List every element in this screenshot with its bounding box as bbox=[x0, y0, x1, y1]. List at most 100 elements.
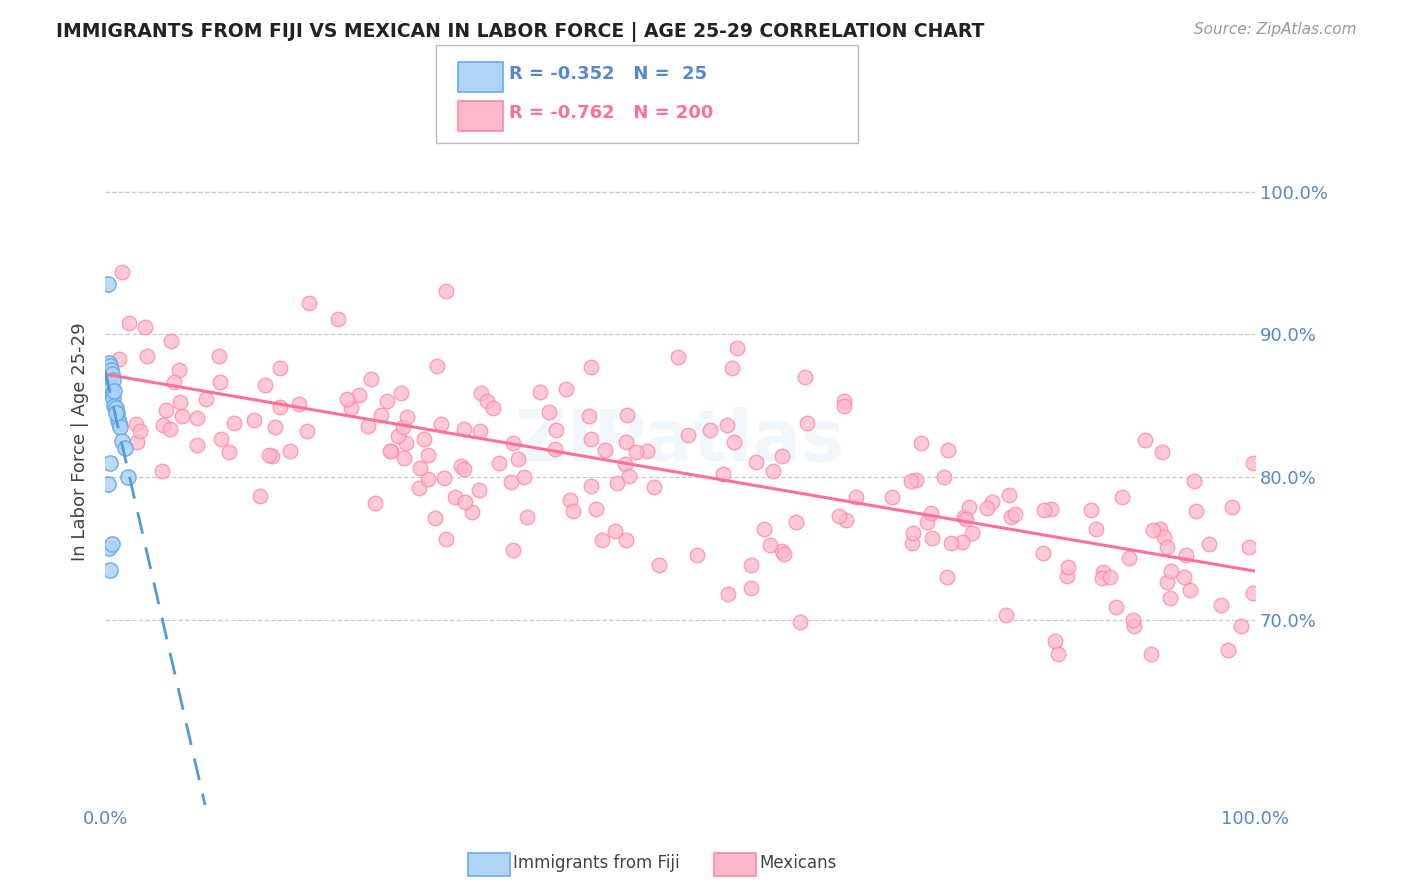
Point bbox=[1218, 643, 1240, 657]
Point bbox=[170, 409, 193, 423]
Point bbox=[1241, 586, 1264, 600]
Point bbox=[1149, 522, 1171, 536]
Point bbox=[1046, 647, 1069, 661]
Point bbox=[723, 435, 745, 450]
Point bbox=[430, 417, 453, 432]
Point bbox=[976, 500, 998, 515]
Point bbox=[269, 361, 291, 376]
Point bbox=[699, 423, 721, 437]
Point bbox=[537, 405, 560, 419]
Point bbox=[378, 444, 401, 458]
Point bbox=[554, 382, 576, 396]
Point bbox=[194, 392, 217, 406]
Point bbox=[418, 472, 440, 486]
Point bbox=[108, 352, 131, 367]
Point bbox=[297, 424, 319, 438]
Point bbox=[264, 420, 287, 434]
Point bbox=[1237, 540, 1260, 554]
Point bbox=[666, 350, 689, 364]
Point bbox=[125, 417, 148, 431]
Point bbox=[377, 394, 399, 409]
Point bbox=[167, 363, 190, 377]
Point bbox=[243, 413, 266, 427]
Point bbox=[901, 525, 924, 540]
Text: R = -0.762   N = 200: R = -0.762 N = 200 bbox=[509, 104, 713, 122]
Point bbox=[960, 526, 983, 541]
Point bbox=[103, 399, 125, 413]
Point bbox=[796, 416, 818, 430]
Point bbox=[1178, 582, 1201, 597]
Point bbox=[744, 454, 766, 468]
Point bbox=[770, 449, 793, 463]
Point bbox=[711, 467, 734, 482]
Point bbox=[501, 475, 523, 489]
Point bbox=[941, 536, 963, 550]
Point bbox=[1174, 548, 1197, 562]
Point bbox=[396, 409, 419, 424]
Point bbox=[1160, 564, 1182, 578]
Point bbox=[1080, 503, 1102, 517]
Point bbox=[752, 523, 775, 537]
Point bbox=[614, 533, 637, 547]
Point bbox=[111, 265, 134, 279]
Point bbox=[955, 512, 977, 526]
Point bbox=[1105, 599, 1128, 614]
Point bbox=[360, 372, 382, 386]
Point bbox=[152, 418, 174, 433]
Point bbox=[560, 493, 582, 508]
Point bbox=[502, 435, 524, 450]
Point bbox=[389, 385, 412, 400]
Point bbox=[1230, 618, 1253, 632]
Point bbox=[581, 479, 603, 493]
Point bbox=[470, 385, 492, 400]
Point bbox=[224, 416, 246, 430]
Point bbox=[1043, 634, 1066, 648]
Point bbox=[104, 401, 127, 416]
Point bbox=[1091, 566, 1114, 580]
Point bbox=[579, 360, 602, 375]
Point bbox=[461, 505, 484, 519]
Point bbox=[617, 469, 640, 483]
Point bbox=[1185, 504, 1208, 518]
Point bbox=[1122, 619, 1144, 633]
Point bbox=[1173, 569, 1195, 583]
Point bbox=[155, 402, 177, 417]
Y-axis label: In Labor Force | Age 25-29: In Labor Force | Age 25-29 bbox=[72, 322, 89, 560]
Point bbox=[97, 370, 120, 384]
Point bbox=[208, 349, 231, 363]
Point bbox=[980, 495, 1002, 509]
Point bbox=[257, 448, 280, 462]
Point bbox=[905, 473, 928, 487]
Point bbox=[135, 349, 157, 363]
Point bbox=[412, 432, 434, 446]
Point bbox=[1153, 530, 1175, 544]
Point bbox=[614, 457, 637, 471]
Point bbox=[380, 444, 402, 458]
Point bbox=[453, 422, 475, 436]
Point bbox=[900, 474, 922, 488]
Point bbox=[579, 432, 602, 446]
Point bbox=[1133, 434, 1156, 448]
Point bbox=[716, 417, 738, 432]
Point bbox=[101, 537, 124, 551]
Point bbox=[482, 401, 505, 416]
Point bbox=[97, 541, 120, 556]
Text: Immigrants from Fiji: Immigrants from Fiji bbox=[513, 855, 681, 872]
Point bbox=[740, 581, 762, 595]
Point bbox=[392, 420, 415, 434]
Point bbox=[1098, 570, 1121, 584]
Point bbox=[347, 388, 370, 402]
Text: Mexicans: Mexicans bbox=[759, 855, 837, 872]
Point bbox=[260, 449, 283, 463]
Point bbox=[186, 438, 208, 452]
Point bbox=[585, 502, 607, 516]
Point bbox=[468, 483, 491, 498]
Point bbox=[129, 425, 152, 439]
Point bbox=[953, 510, 976, 524]
Text: R = -0.352   N =  25: R = -0.352 N = 25 bbox=[509, 65, 707, 83]
Point bbox=[794, 369, 817, 384]
Point bbox=[1139, 647, 1161, 661]
Point bbox=[98, 377, 121, 392]
Text: IMMIGRANTS FROM FIJI VS MEXICAN IN LABOR FORCE | AGE 25-29 CORRELATION CHART: IMMIGRANTS FROM FIJI VS MEXICAN IN LABOR… bbox=[56, 22, 984, 42]
Point bbox=[105, 406, 128, 420]
